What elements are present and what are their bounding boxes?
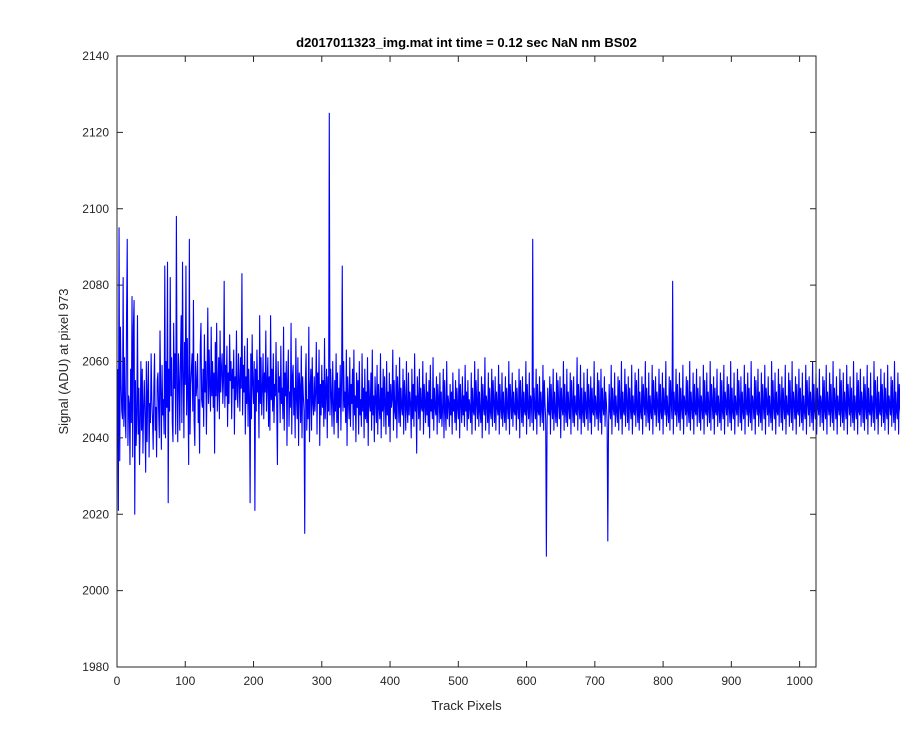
- x-tick-label: 900: [721, 674, 741, 688]
- x-axis-label: Track Pixels: [431, 698, 502, 713]
- y-tick-label: 2040: [82, 431, 109, 445]
- x-tick-label: 100: [175, 674, 195, 688]
- x-tick-label: 700: [585, 674, 605, 688]
- y-tick-label: 2020: [82, 507, 109, 521]
- y-tick-label: 2080: [82, 278, 109, 292]
- x-tick-label: 600: [517, 674, 537, 688]
- y-tick-label: 2000: [82, 584, 109, 598]
- x-tick-label: 800: [653, 674, 673, 688]
- x-tick-label: 300: [312, 674, 332, 688]
- x-tick-label: 0: [114, 674, 121, 688]
- y-tick-label: 1980: [82, 660, 109, 674]
- chart-title: d2017011323_img.mat int time = 0.12 sec …: [296, 35, 637, 50]
- y-tick-label: 2060: [82, 355, 109, 369]
- series-line: [117, 112, 900, 557]
- x-tick-label: 200: [244, 674, 264, 688]
- x-tick-label: 500: [448, 674, 468, 688]
- x-tick-label: 1000: [786, 674, 813, 688]
- x-tick-label: 400: [380, 674, 400, 688]
- y-tick-label: 2100: [82, 202, 109, 216]
- y-tick-label: 2140: [82, 49, 109, 63]
- y-axis-label: Signal (ADU) at pixel 973: [56, 289, 71, 435]
- y-tick-label: 2120: [82, 125, 109, 139]
